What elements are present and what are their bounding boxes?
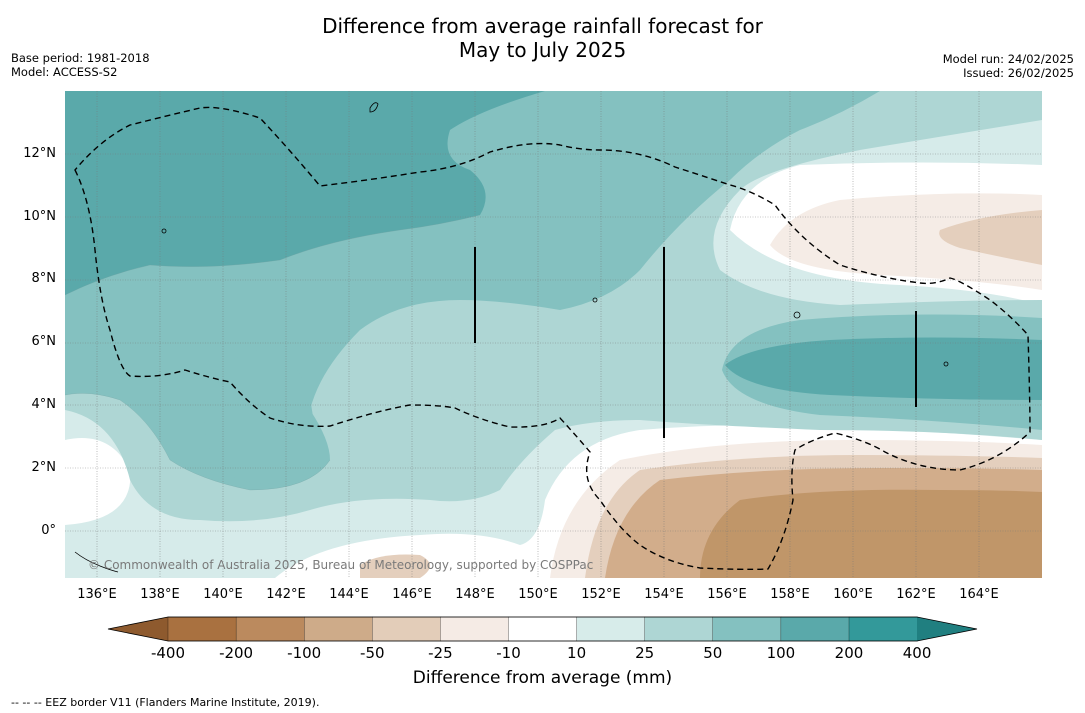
meta-left: Base period: 1981-2018 Model: ACCESS-S2 [11, 51, 150, 79]
lat-tick: 0° [41, 523, 56, 538]
lon-tick: 138°E [140, 587, 180, 602]
colorbar-tick: -10 [496, 644, 521, 662]
fill-teal-200-400-east [725, 337, 1042, 400]
colorbar-cell [508, 616, 578, 642]
lon-tick: 154°E [644, 587, 684, 602]
lon-tick: 144°E [329, 587, 369, 602]
colorbar-label: Difference from average (mm) [412, 668, 673, 688]
lon-tick: 152°E [581, 587, 621, 602]
eez-border [74, 106, 1031, 571]
fill-white-sw [65, 438, 131, 525]
colorbar-cells [167, 616, 918, 642]
colorbar-cell [235, 616, 305, 642]
colorbar-tick: 200 [834, 644, 864, 662]
islands [74, 102, 949, 573]
chart-title: Difference from average rainfall forecas… [0, 14, 1085, 62]
fill-brown-small [360, 554, 430, 578]
colorbar-tick: 400 [902, 644, 932, 662]
colorbar-tick: 25 [635, 644, 655, 662]
marker-lines [474, 247, 917, 438]
lon-tick: 150°E [518, 587, 558, 602]
colorbar-cell [304, 616, 373, 642]
colorbar-cell [644, 616, 714, 642]
colorbar-tick: -200 [219, 644, 254, 662]
fill-brown-ne-light [770, 193, 1042, 290]
lon-tick: 136°E [77, 587, 117, 602]
colorbar-tick: -400 [150, 644, 186, 662]
colorbar-tick: 10 [567, 644, 587, 662]
lon-tick: 140°E [203, 587, 243, 602]
colorbar-cell [712, 616, 782, 642]
colorbar-cell [372, 616, 442, 642]
lat-tick: 2°N [31, 460, 57, 475]
copyright-notice: © Commonwealth of Australia 2025, Bureau… [88, 558, 594, 572]
contour-lines [65, 214, 481, 491]
colorbar-cell [167, 616, 237, 642]
colorbar-cell [440, 616, 510, 642]
contour-fills [65, 91, 1042, 578]
title-line-1: Difference from average rainfall forecas… [322, 14, 763, 38]
lat-tick: 10°N [23, 209, 56, 224]
colorbar-cell [848, 616, 918, 642]
eez-legend: -- -- -- EEZ border V11 (Flanders Marine… [11, 696, 320, 709]
colorbar-tick: 50 [703, 644, 723, 662]
colorbar-tick: -50 [360, 644, 385, 662]
lat-tick: 8°N [31, 271, 57, 286]
colorbar-tick: -100 [287, 644, 322, 662]
colorbar-cell [780, 616, 850, 642]
lat-tick: 12°N [23, 146, 56, 161]
colorbar-tick: -25 [428, 644, 453, 662]
lon-tick: 160°E [833, 587, 873, 602]
colorbar-extend-low [108, 617, 168, 641]
lon-tick: 158°E [770, 587, 810, 602]
issued-date: Issued: 26/02/2025 [963, 66, 1074, 80]
lat-tick: 6°N [31, 334, 57, 349]
colorbar-tick: 100 [766, 644, 796, 662]
model-name: Model: ACCESS-S2 [11, 65, 118, 79]
title-line-2: May to July 2025 [458, 38, 627, 62]
colorbar-extend-high [917, 617, 977, 641]
fill-teal-200-400 [65, 91, 545, 295]
base-period: Base period: 1981-2018 [11, 51, 150, 65]
fill-brown-ne-mid [939, 210, 1042, 265]
colorbar-cell [576, 616, 646, 642]
fill-teal-200-400-south [204, 350, 314, 484]
meta-right: Model run: 24/02/2025 Issued: 26/02/2025 [943, 52, 1074, 80]
lon-tick: 148°E [455, 587, 495, 602]
lon-tick: 162°E [896, 587, 936, 602]
lon-tick: 142°E [266, 587, 306, 602]
lon-tick: 156°E [707, 587, 747, 602]
lon-tick: 146°E [392, 587, 432, 602]
model-run: Model run: 24/02/2025 [942, 52, 1074, 66]
lat-tick: 4°N [31, 397, 57, 412]
lon-tick: 164°E [959, 587, 999, 602]
fill-brown-se-200 [700, 489, 1042, 578]
